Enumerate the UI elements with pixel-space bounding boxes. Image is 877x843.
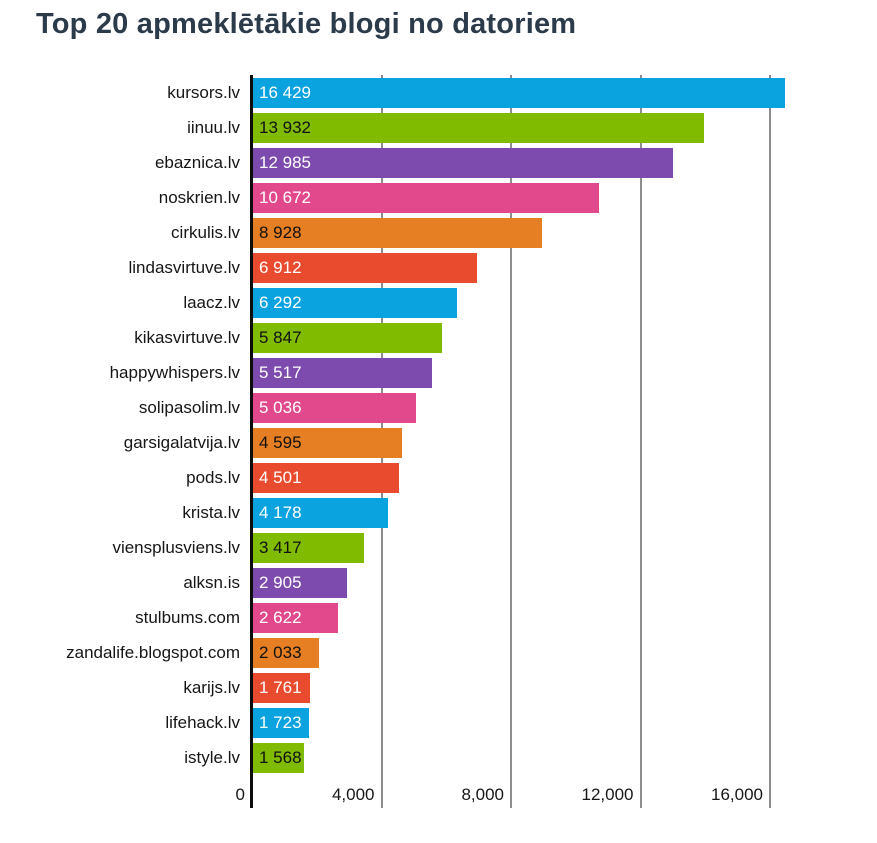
category-label: lindasvirtuve.lv — [128, 258, 241, 277]
x-tick-label: 0 — [235, 785, 245, 804]
bar-row: solipasolim.lv 5 036 — [0, 393, 877, 428]
category-label: garsigalatvija.lv — [123, 433, 240, 452]
bar-row: zandalife.blogspot.com 2 033 — [0, 638, 877, 673]
bar-value-label: 1 761 — [259, 678, 302, 697]
category-label: pods.lv — [186, 468, 240, 487]
gridline — [510, 75, 512, 808]
gridline — [769, 75, 771, 808]
bar-rows: kursors.lv 16 429 iinuu.lv 13 932 ebaznica.l… — [0, 78, 877, 778]
bar: 1 723 — [253, 708, 309, 738]
bar-row: krista.lv 4 178 — [0, 498, 877, 533]
category-label: istyle.lv — [184, 748, 240, 767]
category-label: stulbums.com — [135, 608, 240, 627]
bar-value-label: 5 517 — [259, 363, 302, 382]
bar-value-label: 6 912 — [259, 258, 302, 277]
category-label: iinuu.lv — [187, 118, 240, 137]
bar-row: lindasvirtuve.lv 6 912 — [0, 253, 877, 288]
category-label: ebaznica.lv — [154, 153, 240, 172]
bar: 5 847 — [253, 323, 442, 353]
bar-row: cirkulis.lv 8 928 — [0, 218, 877, 253]
bar-row: alksn.is 2 905 — [0, 568, 877, 603]
bar-row: viensplusviens.lv 3 417 — [0, 533, 877, 568]
bar-row: happywhispers.lv 5 517 — [0, 358, 877, 393]
x-tick-label: 16,000 — [711, 785, 763, 804]
bar-value-label: 12 985 — [259, 153, 311, 172]
bar-value-label: 10 672 — [259, 188, 311, 207]
bar-value-label: 2 622 — [259, 608, 302, 627]
category-label: krista.lv — [182, 503, 240, 522]
bar-row: noskrien.lv 10 672 — [0, 183, 877, 218]
bar: 12 985 — [253, 148, 673, 178]
bar-value-label: 4 178 — [259, 503, 302, 522]
bar: 4 501 — [253, 463, 399, 493]
category-label: laacz.lv — [183, 293, 240, 312]
bar-row: pods.lv 4 501 — [0, 463, 877, 498]
category-label: zandalife.blogspot.com — [66, 643, 240, 662]
bar-value-label: 3 417 — [259, 538, 302, 557]
x-tick-label: 12,000 — [581, 785, 634, 804]
bar-value-label: 6 292 — [259, 293, 302, 312]
bar: 6 292 — [253, 288, 457, 318]
category-label: solipasolim.lv — [138, 398, 240, 417]
bar: 10 672 — [253, 183, 599, 213]
bar-row: karijs.lv 1 761 — [0, 673, 877, 708]
bar: 8 928 — [253, 218, 542, 248]
category-label: lifehack.lv — [165, 713, 240, 732]
bar: 4 178 — [253, 498, 388, 528]
bar: 5 036 — [253, 393, 416, 423]
bar-row: istyle.lv 1 568 — [0, 743, 877, 778]
bar-value-label: 5 036 — [259, 398, 302, 417]
bar-row: kikasvirtuve.lv 5 847 — [0, 323, 877, 358]
gridline — [639, 75, 642, 808]
x-tick-label: 8,000 — [461, 785, 504, 804]
bar: 13 932 — [253, 113, 704, 143]
y-axis-line — [250, 75, 253, 808]
category-label: kursors.lv — [167, 83, 240, 102]
bar-value-label: 4 501 — [259, 468, 302, 487]
bar-row: garsigalatvija.lv 4 595 — [0, 428, 877, 463]
bar-row: iinuu.lv 13 932 — [0, 113, 877, 148]
bar: 3 417 — [253, 533, 364, 563]
x-tick-label: 4,000 — [331, 785, 375, 804]
bar-row: laacz.lv 6 292 — [0, 288, 877, 323]
category-label: happywhispers.lv — [109, 363, 240, 382]
bar-value-label: 1 723 — [259, 713, 302, 732]
category-label: viensplusviens.lv — [112, 538, 240, 557]
bar-value-label: 8 928 — [259, 223, 302, 242]
bar-value-label: 2 905 — [259, 573, 302, 592]
category-label: cirkulis.lv — [171, 223, 240, 242]
bar-row: lifehack.lv 1 723 — [0, 708, 877, 743]
bar-value-label: 13 932 — [259, 118, 311, 137]
bar-row: ebaznica.lv 12 985 — [0, 148, 877, 183]
bar: 5 517 — [253, 358, 432, 388]
category-label: alksn.is — [183, 573, 240, 592]
category-label: noskrien.lv — [158, 188, 240, 207]
bar: 4 595 — [253, 428, 402, 458]
bar-row: stulbums.com 2 622 — [0, 603, 877, 638]
bar: 16 429 — [253, 78, 785, 108]
category-label: kikasvirtuve.lv — [134, 328, 240, 347]
bar-row: kursors.lv 16 429 — [0, 78, 877, 113]
bar: 2 622 — [253, 603, 338, 633]
category-label: karijs.lv — [183, 678, 240, 697]
bar: 6 912 — [253, 253, 477, 283]
bar: 1 761 — [253, 673, 310, 703]
bar: 2 033 — [253, 638, 319, 668]
bar-value-label: 1 568 — [259, 748, 302, 767]
bar-value-label: 4 595 — [259, 433, 302, 452]
bar: 1 568 — [253, 743, 304, 773]
bar: 2 905 — [253, 568, 347, 598]
bar-value-label: 2 033 — [259, 643, 302, 662]
bar-value-label: 16 429 — [259, 83, 311, 102]
bar-value-label: 5 847 — [259, 328, 302, 347]
chart-title: Top 20 apmeklētākie blogi no datoriem — [36, 8, 577, 40]
